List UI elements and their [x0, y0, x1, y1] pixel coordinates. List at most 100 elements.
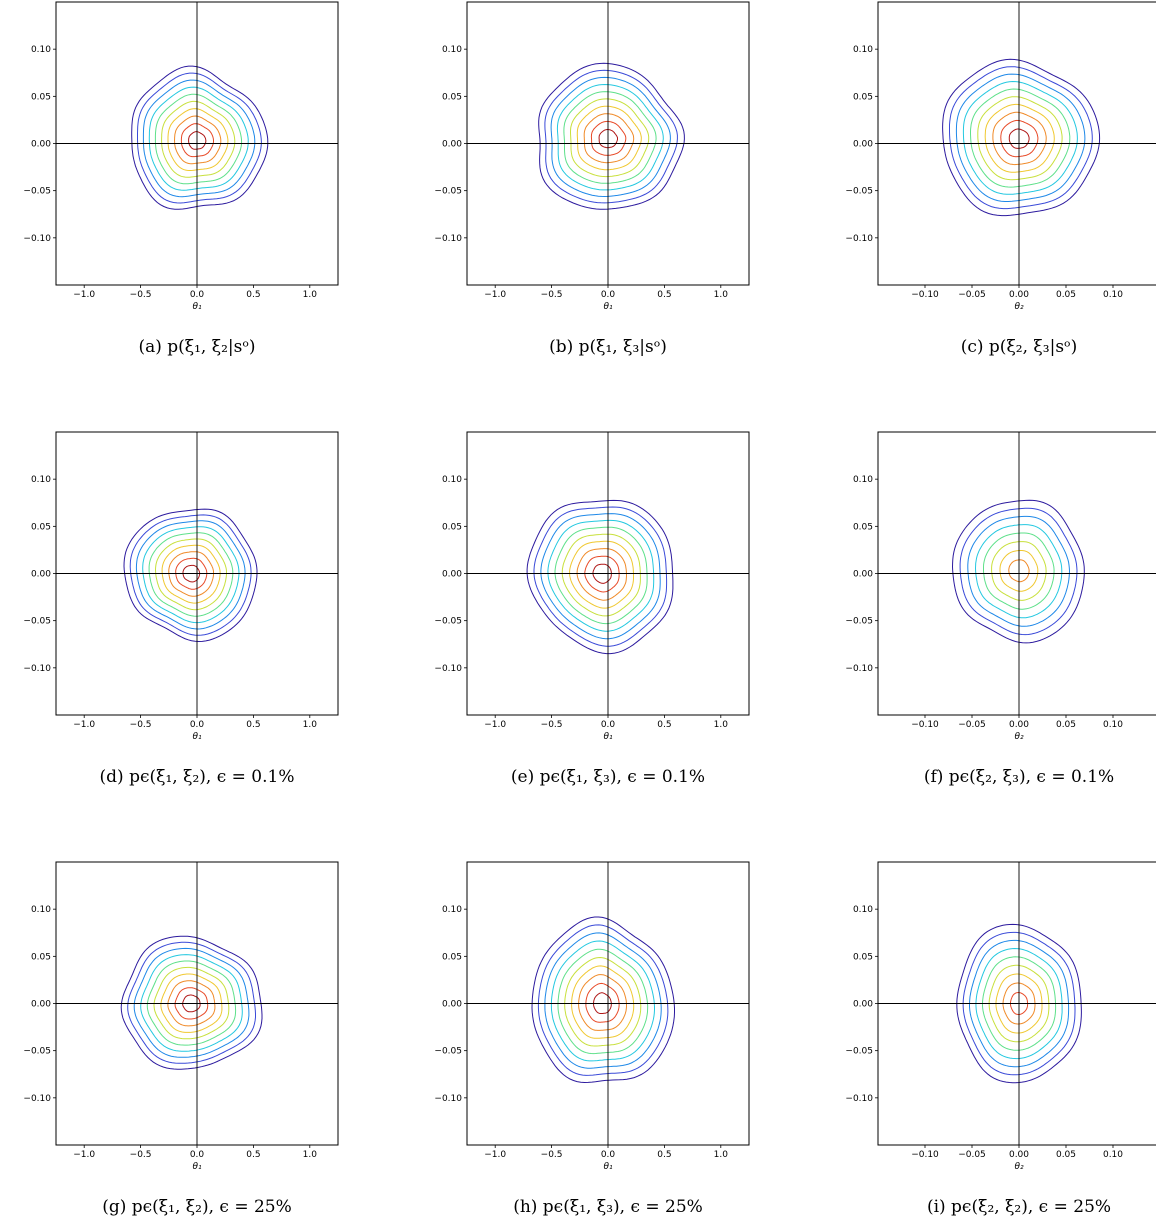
contour-level-10	[182, 564, 201, 583]
y-tick-label: −0.10	[434, 664, 462, 674]
subplot-caption: (g) pϵ(ξ₁, ξ₂), ϵ = 25%	[102, 1197, 292, 1217]
x-tick-label: 0.10	[1103, 720, 1123, 730]
x-tick-label: −1.0	[484, 1150, 506, 1160]
contour-level-1	[131, 65, 269, 210]
contour-level-5	[563, 91, 657, 184]
x-tick-label: 1.0	[714, 290, 729, 300]
y-tick-label: 0.05	[853, 522, 873, 532]
y-tick-label: 0.00	[853, 1000, 873, 1010]
x-tick-label: −0.10	[911, 720, 939, 730]
contour-level-4	[142, 526, 240, 624]
x-tick-label: 1.0	[303, 720, 318, 730]
contour-level-6	[161, 100, 236, 178]
x-tick-label: −0.5	[130, 290, 152, 300]
x-tick-label: 0.5	[246, 290, 260, 300]
contour-level-9	[1000, 119, 1039, 158]
x-tick-label: 1.0	[714, 720, 729, 730]
y-tick-label: −0.10	[23, 234, 51, 244]
x-tick-label: −0.5	[541, 290, 563, 300]
contour-level-8	[583, 113, 635, 164]
y-tick-label: 0.05	[853, 92, 873, 102]
subplot-c: 0.10 0.05 0.00 −0.05 −0.10 −0.10 −0.05 0.00 0.05…	[845, 1, 1156, 357]
x-tick-label: 0.10	[1103, 290, 1123, 300]
contour-level-6	[564, 956, 642, 1047]
contour-level-1	[123, 508, 258, 643]
subplot-caption: (a) p(ξ₁, ξ₂|sᵒ)	[138, 337, 255, 357]
y-tick-label: −0.05	[434, 1047, 462, 1057]
subplot-b: 0.10 0.05 0.00 −0.05 −0.10 −1.0 −0.5 0.0 0.5 1.0 θ…	[434, 1, 750, 357]
contour-set	[131, 65, 269, 210]
x-tick-label: −0.5	[130, 1150, 152, 1160]
contour-level-3	[133, 947, 250, 1058]
subplot-a: 0.10 0.05 0.00 −0.05 −0.10 −1.0 −0.5 0.0 0.5 1.0 θ…	[23, 1, 339, 357]
x-tick-label: 0.5	[657, 290, 671, 300]
y-tick-label: −0.10	[845, 664, 873, 674]
y-tick-label: 0.05	[853, 952, 873, 962]
x-tick-label: −0.5	[541, 1150, 563, 1160]
subplot-g: 0.10 0.05 0.00 −0.05 −0.10 −1.0 −0.5 0.0 0.5 1.0 θ…	[23, 861, 339, 1217]
contour-level-1	[951, 499, 1085, 644]
contour-level-10	[598, 129, 618, 149]
contour-level-5	[983, 532, 1055, 610]
x-tick-label: 0.00	[1009, 720, 1029, 730]
contour-set	[526, 499, 674, 655]
contour-level-3	[142, 79, 256, 198]
y-tick-label: 0.00	[31, 1000, 51, 1010]
contour-level-8	[167, 980, 216, 1027]
contour-level-4	[148, 86, 249, 191]
contour-level-8	[168, 551, 215, 597]
y-tick-label: −0.05	[845, 187, 873, 197]
y-tick-label: −0.05	[23, 617, 51, 627]
x-tick-label: 0.0	[601, 1150, 616, 1160]
contour-level-2	[127, 941, 256, 1064]
contour-level-8	[173, 115, 222, 165]
y-tick-label: 0.00	[442, 1000, 462, 1010]
contour-level-10	[1008, 128, 1030, 149]
contour-level-3	[544, 932, 662, 1069]
x-tick-label: 0.00	[1009, 1150, 1029, 1160]
x-axis-label: θ₁	[192, 1162, 202, 1172]
x-tick-label: 0.05	[1056, 720, 1076, 730]
y-tick-label: 0.10	[853, 905, 873, 915]
y-tick-label: −0.05	[434, 617, 462, 627]
x-tick-label: 1.0	[714, 1150, 729, 1160]
y-tick-label: −0.10	[845, 1094, 873, 1104]
contour-level-7	[161, 544, 221, 604]
contour-level-7	[160, 973, 223, 1033]
y-tick-label: −0.05	[23, 1047, 51, 1057]
contour-level-6	[991, 541, 1047, 601]
subplot-e: 0.10 0.05 0.00 −0.05 −0.10 −1.0 −0.5 0.0 0.5 1.0 θ…	[434, 431, 750, 787]
x-tick-label: 0.00	[1009, 290, 1029, 300]
x-tick-label: 0.05	[1056, 1150, 1076, 1160]
x-tick-label: 1.0	[303, 290, 318, 300]
contour-level-9	[175, 557, 208, 590]
contour-set	[942, 58, 1101, 217]
contour-level-9	[584, 555, 620, 593]
subplot-caption: (i) pϵ(ξ₂, ξ₂), ϵ = 25%	[927, 1197, 1111, 1217]
y-tick-label: 0.10	[853, 475, 873, 485]
contour-level-5	[146, 960, 237, 1046]
y-tick-label: 0.00	[442, 140, 462, 150]
y-tick-label: −0.10	[845, 234, 873, 244]
contour-level-4	[556, 83, 664, 191]
contour-level-2	[959, 507, 1078, 636]
contour-level-4	[962, 80, 1078, 195]
y-tick-label: 0.05	[31, 92, 51, 102]
x-tick-label: 1.0	[303, 1150, 318, 1160]
contour-level-7	[984, 103, 1055, 173]
x-tick-label: 0.10	[1103, 1150, 1123, 1160]
contour-level-3	[955, 73, 1086, 202]
contour-level-3	[550, 76, 671, 198]
contour-level-7	[167, 108, 229, 171]
x-axis-label: θ₁	[603, 302, 613, 312]
y-tick-label: 0.00	[853, 570, 873, 580]
x-tick-label: 0.0	[190, 720, 205, 730]
y-tick-label: 0.10	[442, 45, 462, 55]
contour-level-6	[561, 533, 641, 617]
contour-level-6	[154, 538, 227, 611]
contour-level-1	[538, 62, 685, 210]
y-tick-label: 0.10	[31, 475, 51, 485]
x-tick-label: 0.0	[601, 290, 616, 300]
subplot-caption: (e) pϵ(ξ₁, ξ₃), ϵ = 0.1%	[511, 767, 705, 787]
contour-level-3	[967, 515, 1071, 627]
